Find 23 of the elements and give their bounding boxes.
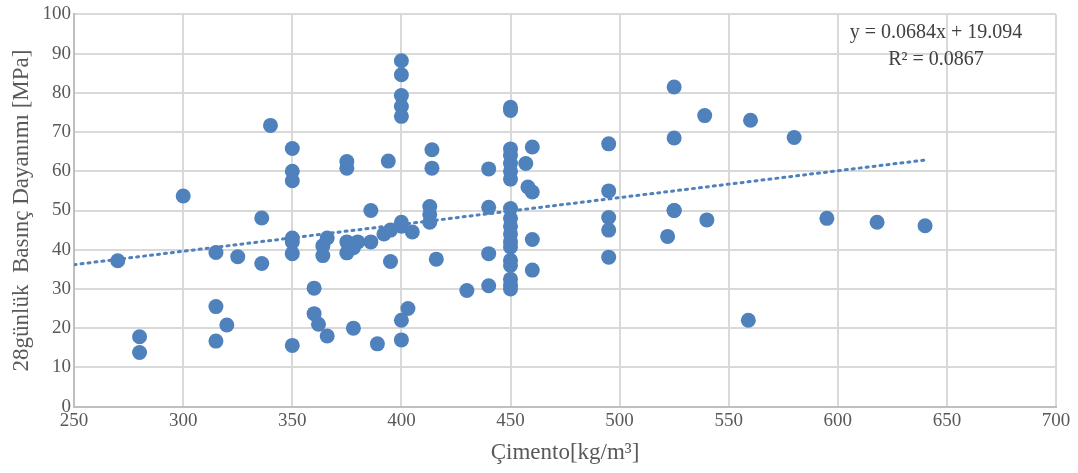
y-axis-title: 28günlük Basınç Dayanımı [MPa] [7,49,33,372]
y-tick-label: 60 [52,159,72,181]
annotation: y = 0.0684x + 19.094 [849,19,1023,43]
y-tick-label: 90 [52,41,72,63]
x-tick-label: 650 [932,408,962,430]
x-tick-label: 500 [605,408,634,430]
y-tick-label: 80 [52,80,72,102]
y-tick-label: 50 [52,198,72,220]
y-tick-label: 100 [42,2,72,24]
y-tick-label: 30 [52,276,72,298]
x-tick-label: 300 [168,408,198,430]
y-tick-label: 70 [52,120,72,142]
x-tick-label: 550 [714,408,743,430]
x-tick-label: 700 [1041,408,1071,430]
x-tick-label: 400 [387,408,416,430]
x-axis-title: Çimento[kg/m³] [490,439,640,465]
x-tick-label: 450 [496,408,525,430]
annotation: R² = 0.0867 [888,46,984,69]
x-tick-label: 600 [823,408,853,430]
y-tick-label: 10 [52,355,72,377]
x-tick-label: 350 [278,408,307,430]
y-tick-label: 40 [52,237,72,259]
y-tick-label: 20 [52,316,72,338]
